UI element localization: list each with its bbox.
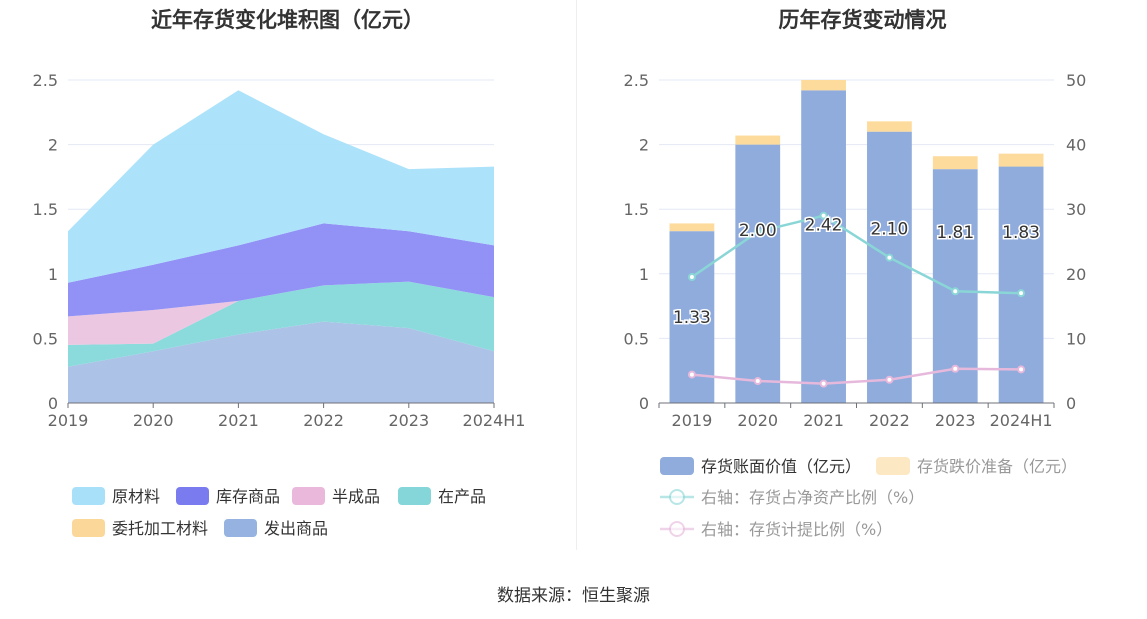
line-point bbox=[819, 211, 828, 220]
stacked-area-chart: 0 0.5 1 1.5 2 2.5 2019 2020 2021 2022 2023 2024H1 原材… bbox=[33, 71, 526, 538]
bar-data-label: 2.10 bbox=[870, 219, 908, 239]
x-tick-label: 2021 bbox=[803, 411, 844, 430]
legend-label: 委托加工材料 bbox=[112, 519, 208, 538]
line-point bbox=[819, 379, 828, 388]
y-left-tick-label: 2 bbox=[639, 136, 649, 155]
bar-impairment-provision bbox=[669, 223, 715, 232]
legend-swatch bbox=[292, 487, 325, 505]
bar-data-label: 2.00 bbox=[739, 221, 777, 241]
line-point bbox=[1017, 289, 1026, 298]
y-right-tick-label: 20 bbox=[1066, 265, 1086, 284]
bar-impairment-provision bbox=[998, 153, 1044, 167]
bar-impairment-provision bbox=[735, 135, 781, 145]
line-point bbox=[753, 227, 762, 236]
y-left-tick-label: 1 bbox=[639, 265, 649, 284]
line-point bbox=[1017, 365, 1026, 374]
x-tick-label: 2022 bbox=[303, 411, 344, 430]
y-right-tick-label: 0 bbox=[1066, 394, 1076, 413]
x-tick-label: 2023 bbox=[388, 411, 429, 430]
line-point bbox=[753, 377, 762, 386]
y-left-tick-label: 2.5 bbox=[624, 71, 649, 90]
legend-swatch bbox=[224, 519, 257, 537]
bar-impairment-provision bbox=[801, 80, 846, 91]
legend-label: 存货跌价准备（亿元） bbox=[917, 457, 1077, 476]
legend-swatch bbox=[398, 487, 431, 505]
x-tick-label: 2019 bbox=[48, 411, 89, 430]
legend-label: 右轴：存货占净资产比例（%） bbox=[701, 488, 924, 507]
chart-title: 近年存货变化堆积图（亿元） bbox=[151, 8, 424, 32]
legend-swatch bbox=[876, 457, 910, 475]
inventory-bar-chart-panel: 历年存货变动情况 0 0.5 1 1.5 2 2.5 0 10 20 30 40 50 2019 2020… bbox=[578, 0, 1147, 550]
bar-book-value bbox=[932, 169, 978, 403]
y-left-tick-label: 0 bbox=[639, 394, 649, 413]
bar-data-label: 2.42 bbox=[805, 215, 843, 235]
legend-label: 发出商品 bbox=[264, 519, 328, 538]
legend-swatch bbox=[176, 487, 209, 505]
line-point bbox=[885, 375, 894, 384]
y-tick-label: 2 bbox=[48, 136, 58, 155]
chart-title: 历年存货变动情况 bbox=[778, 8, 947, 32]
legend-circle-icon bbox=[669, 489, 685, 505]
line-point bbox=[687, 370, 696, 379]
legend-label: 半成品 bbox=[332, 487, 380, 506]
area-series-3 bbox=[68, 281, 494, 345]
y-tick-label: 0.5 bbox=[33, 329, 58, 348]
line-point bbox=[885, 253, 894, 262]
legend-label: 在产品 bbox=[438, 487, 486, 506]
bar-book-value bbox=[867, 131, 912, 403]
y-right-tick-label: 40 bbox=[1066, 136, 1086, 155]
legend-label: 库存商品 bbox=[216, 487, 280, 506]
area-series-2 bbox=[68, 281, 494, 367]
legend-swatch bbox=[660, 457, 694, 475]
bar-impairment-provision bbox=[867, 121, 912, 132]
y-right-tick-label: 10 bbox=[1066, 329, 1086, 348]
x-tick-label: 2019 bbox=[672, 411, 713, 430]
stacked-area-chart-panel: 近年存货变化堆积图（亿元） 0 0.5 1 1.5 2 2.5 2019 2020 2021 20… bbox=[0, 0, 575, 550]
y-tick-label: 2.5 bbox=[33, 71, 58, 90]
bar-data-label: 1.83 bbox=[1002, 223, 1040, 243]
line-point bbox=[951, 364, 960, 373]
x-tick-label: 2023 bbox=[935, 411, 976, 430]
bar-data-label: 1.81 bbox=[936, 223, 974, 243]
area-series-4 bbox=[68, 223, 494, 317]
area-series-0 bbox=[68, 321, 494, 403]
x-tick-label: 2020 bbox=[133, 411, 174, 430]
inventory-combo-chart: 0 0.5 1 1.5 2 2.5 0 10 20 30 40 50 2019 2020 2021 2022 2… bbox=[624, 71, 1087, 539]
y-right-tick-label: 50 bbox=[1066, 71, 1086, 90]
x-tick-label: 2024H1 bbox=[463, 411, 526, 430]
line-point bbox=[687, 273, 696, 282]
bar-data-label: 1.33 bbox=[673, 308, 711, 328]
line-point bbox=[951, 287, 960, 296]
y-left-tick-label: 1.5 bbox=[624, 200, 649, 219]
legend-circle-icon bbox=[669, 521, 685, 537]
legend-label: 存货账面价值（亿元） bbox=[701, 457, 861, 476]
bar-book-value bbox=[998, 166, 1044, 403]
line-provision-ratio bbox=[691, 367, 1022, 385]
bar-impairment-provision bbox=[932, 156, 978, 170]
line-net-asset-ratio bbox=[691, 214, 1022, 295]
y-right-tick-label: 30 bbox=[1066, 200, 1086, 219]
legend-swatch bbox=[72, 519, 105, 537]
area-series-5 bbox=[68, 90, 494, 283]
legend-swatch bbox=[72, 487, 105, 505]
x-tick-label: 2024H1 bbox=[990, 411, 1053, 430]
data-source-note: 数据来源：恒生聚源 bbox=[497, 586, 650, 606]
y-tick-label: 1 bbox=[48, 265, 58, 284]
x-tick-label: 2022 bbox=[869, 411, 910, 430]
x-tick-label: 2021 bbox=[218, 411, 259, 430]
bar-book-value bbox=[801, 90, 846, 403]
legend-label: 右轴：存货计提比例（%） bbox=[701, 520, 892, 539]
y-tick-label: 1.5 bbox=[33, 200, 58, 219]
panel-divider bbox=[576, 0, 577, 550]
legend-label: 原材料 bbox=[112, 487, 160, 506]
x-tick-label: 2020 bbox=[737, 411, 778, 430]
y-tick-label: 0 bbox=[48, 394, 58, 413]
y-left-tick-label: 0.5 bbox=[624, 329, 649, 348]
bar-book-value bbox=[735, 144, 781, 403]
